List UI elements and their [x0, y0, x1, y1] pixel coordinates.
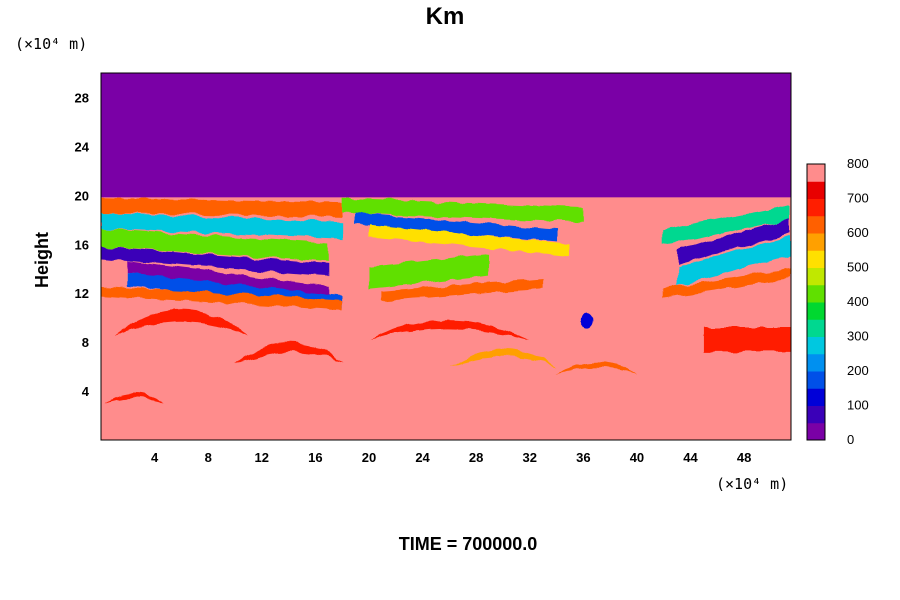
y-tick-label: 4 — [82, 384, 90, 399]
colorbar-tick-label: 400 — [847, 294, 869, 309]
colorbar-swatch — [807, 267, 825, 286]
left-layer-red — [101, 197, 343, 218]
x-tick-label: 8 — [205, 450, 212, 465]
center-layer-green — [342, 197, 584, 223]
left-layer-blue-top — [101, 246, 329, 277]
y-tick-label: 8 — [82, 335, 89, 350]
colorbar-tick-label: 100 — [847, 398, 869, 413]
left-layer-red-bottom — [101, 285, 343, 311]
colorbar-tick-label: 800 — [847, 156, 869, 171]
right-layer-blue — [677, 218, 791, 264]
swirl-bottom-left — [105, 393, 164, 404]
x-tick-label: 36 — [576, 450, 590, 465]
colorbar-frame — [806, 163, 826, 441]
left-layer-purple — [127, 261, 329, 299]
center-plume-red — [382, 278, 544, 301]
colorbar-swatch — [807, 250, 825, 268]
heatmap-field — [101, 73, 791, 440]
turbulent-structures — [101, 197, 791, 404]
blob-blue — [581, 312, 594, 329]
colorbar-swatch — [807, 198, 825, 217]
colorbar-swatch — [807, 336, 825, 355]
x-tick-label: 4 — [151, 450, 159, 465]
right-layer-cyan-lower — [677, 235, 791, 286]
colorbar-swatch — [807, 353, 825, 372]
x-tick-label: 48 — [737, 450, 751, 465]
x-tick-label: 40 — [630, 450, 644, 465]
colorbar-swatch — [807, 302, 825, 320]
center-layer-blue — [355, 212, 557, 242]
x-tick-label: 16 — [308, 450, 322, 465]
x-tick-label: 20 — [362, 450, 376, 465]
colorbar-swatch — [807, 371, 825, 389]
swirl-left-mid — [234, 342, 343, 365]
x-tick-labels: 4 8 12 16 20 24 28 32 36 40 44 48 — [151, 450, 751, 465]
low-value-region — [101, 73, 791, 198]
colorbar-tick-label: 500 — [847, 260, 869, 275]
colorbar-tick-label: 0 — [847, 432, 854, 447]
colorbar-tick-label: 300 — [847, 329, 869, 344]
y-tick-label: 12 — [75, 286, 89, 301]
colorbar-swatch — [807, 181, 825, 199]
y-axis-unit: (×10⁴ m) — [15, 35, 87, 53]
y-tick-label: 24 — [75, 139, 90, 154]
swirl-center-lower — [449, 349, 557, 367]
y-tick-label: 16 — [75, 237, 89, 252]
colorbar-swatch — [807, 405, 825, 424]
y-tick-labels: 4 8 12 16 20 24 28 — [75, 90, 90, 399]
y-axis-label: Height — [32, 232, 52, 288]
colorbar-swatch — [807, 164, 825, 182]
center-plume-green — [368, 254, 490, 289]
x-tick-label: 12 — [255, 450, 269, 465]
right-lower-red — [703, 327, 791, 352]
time-label: TIME = 700000.0 — [399, 534, 538, 554]
swirl-right — [556, 361, 637, 374]
x-tick-label: 44 — [683, 450, 698, 465]
colorbar-swatch — [807, 233, 825, 251]
colorbar-swatch — [807, 284, 825, 303]
left-layer-green — [101, 228, 329, 262]
colorbar-swatch — [807, 215, 825, 234]
center-layer-yellow — [368, 224, 570, 257]
colorbar-tick-label: 700 — [847, 191, 869, 206]
colorbar: 0 100 200 300 400 500 600 700 800 — [806, 156, 869, 447]
swirl-center — [368, 320, 530, 340]
y-tick-label: 28 — [75, 90, 89, 105]
y-tick-label: 20 — [75, 188, 89, 203]
left-layer-cyan — [101, 212, 343, 239]
plot-frame — [100, 72, 792, 441]
right-layer-red — [663, 268, 791, 299]
x-tick-label: 28 — [469, 450, 483, 465]
colorbar-tick-label: 600 — [847, 225, 869, 240]
colorbar-swatch — [807, 319, 825, 337]
colorbar-tick-label: 200 — [847, 363, 869, 378]
colorbar-swatch — [807, 388, 825, 406]
x-tick-label: 32 — [523, 450, 537, 465]
right-layer-cyan — [663, 205, 791, 245]
x-tick-label: 24 — [415, 450, 430, 465]
chart-title: Km — [426, 3, 465, 30]
x-axis-unit: (×10⁴ m) — [716, 475, 788, 493]
colorbar-swatch — [807, 422, 825, 441]
swirl-left — [114, 309, 249, 337]
